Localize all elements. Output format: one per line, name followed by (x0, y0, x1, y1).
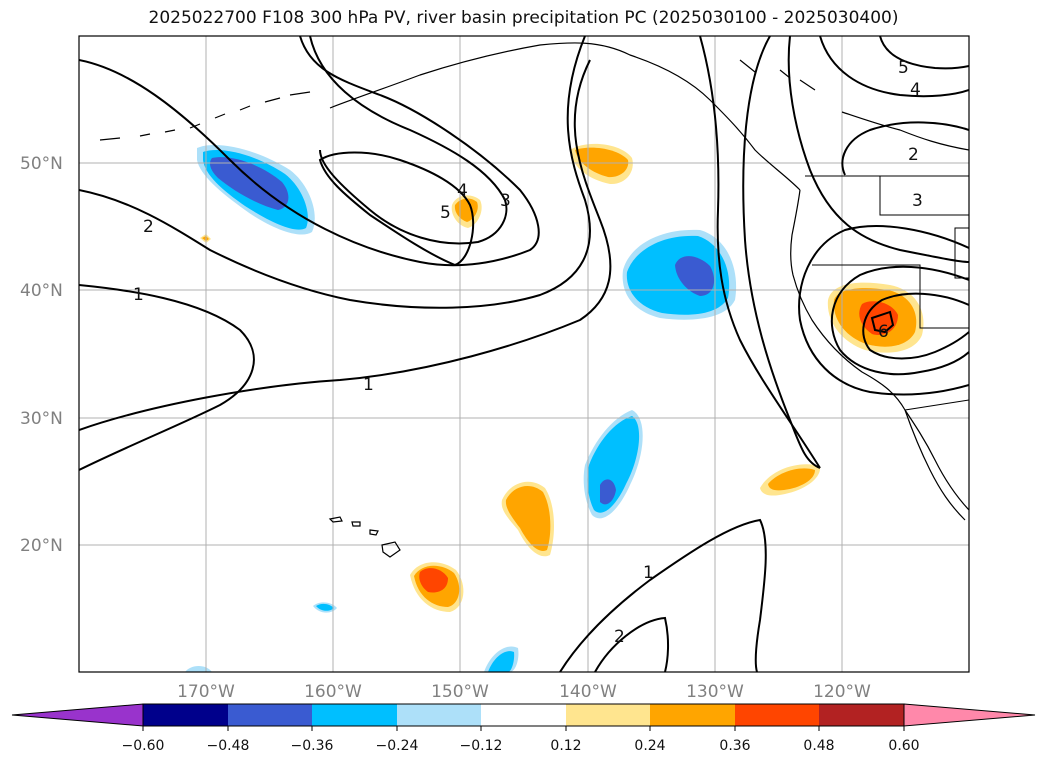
lon-label: 170°W (177, 682, 235, 702)
contour-label: 6 (878, 322, 889, 342)
precip-pc-shading (185, 143, 924, 672)
lat-label: 20°N (20, 536, 63, 556)
colorbar-tick-label: 0.36 (719, 738, 750, 754)
pv-contours (79, 36, 969, 672)
colorbar-bin (735, 704, 819, 726)
lon-label: 150°W (431, 682, 489, 702)
contour-labels: 5 4 3 2 1 1 2 3 4 5 6 2 1 (133, 58, 923, 647)
colorbar-bin (819, 704, 904, 726)
colorbar-bin (650, 704, 735, 726)
map-title: 2025022700 F108 300 hPa PV, river basin … (148, 8, 899, 28)
latitude-labels: 50°N 40°N 30°N 20°N (20, 154, 63, 556)
colorbar-frame (142, 703, 905, 727)
contour-label: 2 (908, 145, 919, 165)
contour-label: 5 (440, 203, 451, 223)
lat-label: 50°N (20, 154, 63, 174)
colorbar-bin (228, 704, 312, 726)
colorbar-bin (481, 704, 566, 726)
colorbar-tick-label: −0.24 (376, 738, 419, 754)
colorbar-extend-high (903, 703, 1036, 727)
colorbar-tick-label: −0.36 (291, 738, 334, 754)
colorbar-tick-label: 0.24 (634, 738, 665, 754)
contour-label: 5 (898, 58, 909, 78)
colorbar-tick-label: −0.60 (122, 738, 165, 754)
contour-label: 1 (643, 563, 654, 583)
longitude-labels: 170°W 160°W 150°W 140°W 130°W 120°W (177, 682, 871, 702)
contour-label: 4 (457, 181, 468, 201)
contour-label: 1 (363, 375, 374, 395)
colorbar-tick-label: 0.48 (803, 738, 834, 754)
colorbar-tick-label: 0.60 (888, 738, 919, 754)
lon-label: 120°W (813, 682, 871, 702)
lon-label: 130°W (686, 682, 744, 702)
colorbar-tick-label: 0.12 (550, 738, 581, 754)
contour-label: 3 (500, 191, 511, 211)
contour-label: 4 (910, 80, 921, 100)
coastlines (99, 42, 969, 558)
map-frame (78, 35, 970, 673)
colorbar-bin (143, 704, 228, 726)
colorbar: −0.60 −0.48 −0.36 −0.24 −0.12 0.12 0.24 … (11, 703, 1036, 754)
colorbar-tick-label: −0.48 (207, 738, 250, 754)
colorbar-tick-label: −0.12 (460, 738, 503, 754)
contour-label: 2 (614, 627, 625, 647)
colorbar-extend-low (11, 703, 144, 727)
contour-label: 1 (133, 285, 144, 305)
lon-label: 140°W (559, 682, 617, 702)
map-gridlines (79, 36, 969, 672)
lon-label: 160°W (304, 682, 362, 702)
borders (805, 175, 969, 411)
map-plot-area (79, 36, 969, 672)
contour-label: 3 (912, 191, 923, 211)
colorbar-bin (566, 704, 650, 726)
contour-label: 2 (143, 217, 154, 237)
colorbar-bin (397, 704, 481, 726)
lat-label: 40°N (20, 281, 63, 301)
lat-label: 30°N (20, 409, 63, 429)
colorbar-bin (312, 704, 397, 726)
